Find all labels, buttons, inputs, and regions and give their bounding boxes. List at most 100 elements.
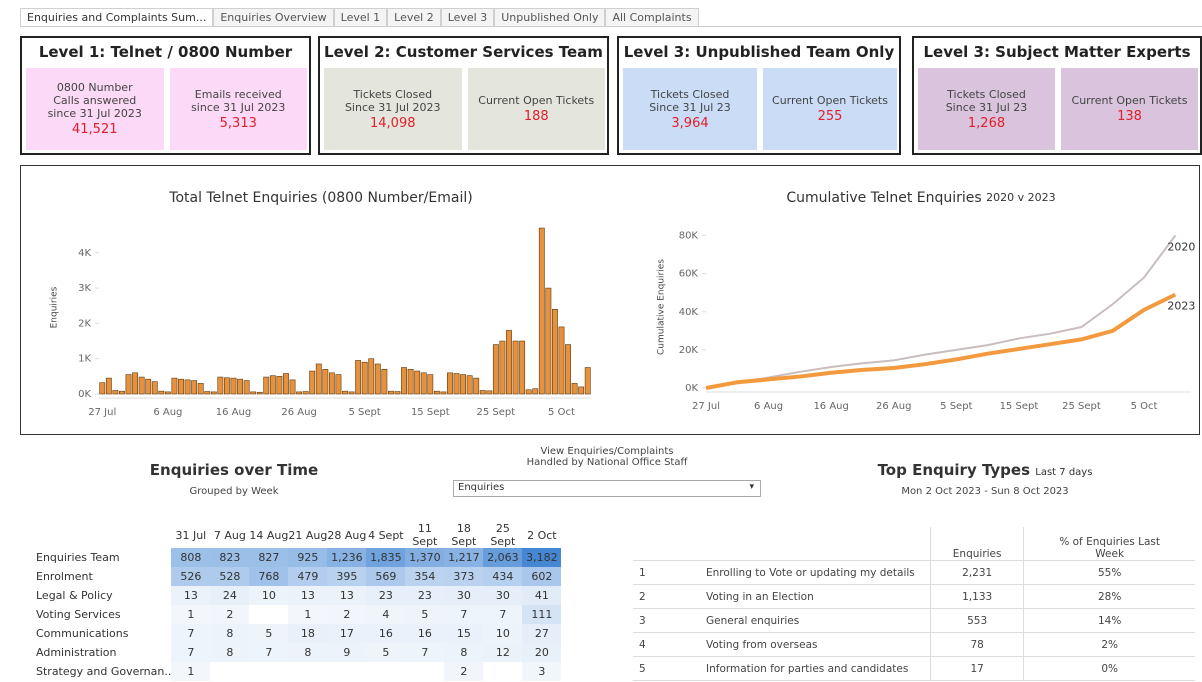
table-cell: 17 [930,656,1025,681]
table-row: 5 Information for parties and candidates 1… [633,656,1195,681]
bar [473,377,480,395]
heatmap-cell [366,662,406,681]
bar [256,391,263,395]
heatmap-cell: 808 [171,548,211,567]
heatmap-cell: 16 [405,624,445,643]
table-cell: Enrolling to Vote or updating my details [700,560,931,585]
tab[interactable]: Unpublished Only [494,8,606,26]
kpi-value: 1,268 [967,115,1006,131]
table-cell: 2,231 [930,560,1025,585]
heatmap-row: Administration 7 8 7 8 9 5 7 8 12 20 [30,643,562,662]
kpi-group: Level 2: Customer Services Team Tickets C… [318,36,609,155]
table-cell: General enquiries [700,608,931,633]
heatmap-cell: 1 [288,605,328,624]
y-tick-label: 80K [679,231,699,242]
tab[interactable]: Level 1 [333,8,388,26]
top-types-title: Top Enquiry Types Last 7 days [835,461,1135,479]
filter-dropdown[interactable]: Enquiries [453,480,761,497]
bar [525,389,532,395]
row-label: Strategy and Governan.. [36,665,172,678]
bar [217,376,224,395]
bar [210,391,217,395]
heatmap-cell: 354 [405,567,445,586]
y-tick-label: 0K [78,389,91,400]
bar [578,386,585,395]
bar [302,391,309,395]
kpi-label: Current Open Tickets [772,94,888,107]
column-header: 31 Jul [175,528,207,542]
heatmap-cell [405,662,445,681]
bar [125,374,132,395]
kpi-value: 5,313 [219,115,257,131]
corner [30,522,171,548]
heatmap-row: Voting Services 1 2 1 2 4 5 7 7 111 [30,605,562,624]
header-row: 31 Jul 7 Aug 14 Aug 21 Aug 28 Aug 4 Sept 11 Se… [30,522,561,548]
bar [519,340,526,395]
kpi-card: Current Open Tickets 255 [763,68,897,150]
column-header: 28 Aug [327,528,367,542]
heatmap-row: Enrolment 526 528 768 479 395 569 354 373 434 602 [30,567,562,586]
bar [151,381,158,395]
y-tick-label: 1K [78,354,91,365]
x-tick-label: 16 Aug [216,407,251,418]
tab[interactable]: Level 3 [440,8,495,26]
kpi-label: 0800 Number Calls answered since 31 Jul … [47,81,142,120]
bar-chart: Total Telnet Enquiries (0800 Number/Emai… [50,190,591,418]
table-row: 3 General enquiries 553 14% [633,608,1195,633]
kpi-card: Tickets Closed Since 31 Jul 23 3,964 [623,68,757,150]
row-label: Legal & Policy [36,589,113,602]
bar [453,373,460,395]
heatmap-cell: 7 [483,605,523,624]
heatmap-cell: 373 [444,567,484,586]
x-tick-label: 26 Aug [876,401,911,412]
heatmap-cell: 1 [171,662,211,681]
kpi-group-title: Level 3: Subject Matter Experts [923,43,1191,61]
kpi-card: Tickets Closed Since 31 Jul 2023 14,098 [324,68,462,150]
column-header: 7 Aug [213,528,246,542]
x-tick-label: 15 Sept [411,407,450,418]
heatmap-cell: 768 [249,567,289,586]
tab[interactable]: Enquiries and Complaints Sum... [20,8,214,26]
table-cell: 2 [633,584,700,609]
kpi-value: 188 [523,109,549,124]
table-cell: 28% [1023,584,1195,609]
heatmap-cell [327,662,367,681]
y-axis-label: Cumulative Enquiries [657,259,667,355]
header-row: Enquiries% of Enquiries Last Week [633,527,1195,561]
heatmap-title: Enquiries over Time [149,461,319,479]
y-tick-label: 20K [679,345,699,356]
bar [551,308,558,395]
x-tick-label: 5 Oct [548,407,575,418]
bar [99,382,106,395]
bar [112,390,119,395]
tab[interactable]: All Complaints [605,8,699,26]
bar [538,227,545,395]
heatmap-cell: 827 [249,548,289,567]
heatmap-cell: 602 [522,567,562,586]
top-types-subtitle: Mon 2 Oct 2023 - Sun 8 Oct 2023 [901,486,1069,497]
bar [492,344,499,395]
tab[interactable]: Enquiries Overview [213,8,334,26]
kpi-group: Level 3: Subject Matter Experts Tickets C… [912,36,1202,155]
heatmap-cell: 13 [171,586,211,605]
bar [230,377,237,395]
x-tick-label: 6 Aug [754,401,783,412]
bar [584,367,591,395]
tab[interactable]: Level 2 [387,8,441,26]
table-cell: Voting in an Election [700,584,931,609]
kpi-card: Current Open Tickets 188 [467,68,605,150]
heatmap-cell: 15 [444,624,484,643]
bar [558,326,565,395]
y-axis-label: Enquiries [50,286,60,328]
heatmap-table: 31 Jul 7 Aug 14 Aug 21 Aug 28 Aug 4 Sept 11 Se… [30,522,562,681]
heatmap-cell: 23 [405,586,445,605]
heatmap-cell: 24 [210,586,250,605]
top-types-table: Enquiries% of Enquiries Last Week 1 Enroll… [633,527,1195,681]
table-cell: 2% [1023,632,1195,657]
table-cell: 3 [633,608,700,633]
y-tick-label: 0K [685,383,698,394]
row-label: Communications [36,627,129,640]
table-cell: 4 [633,632,700,657]
bar [204,391,211,395]
bar [447,372,453,395]
